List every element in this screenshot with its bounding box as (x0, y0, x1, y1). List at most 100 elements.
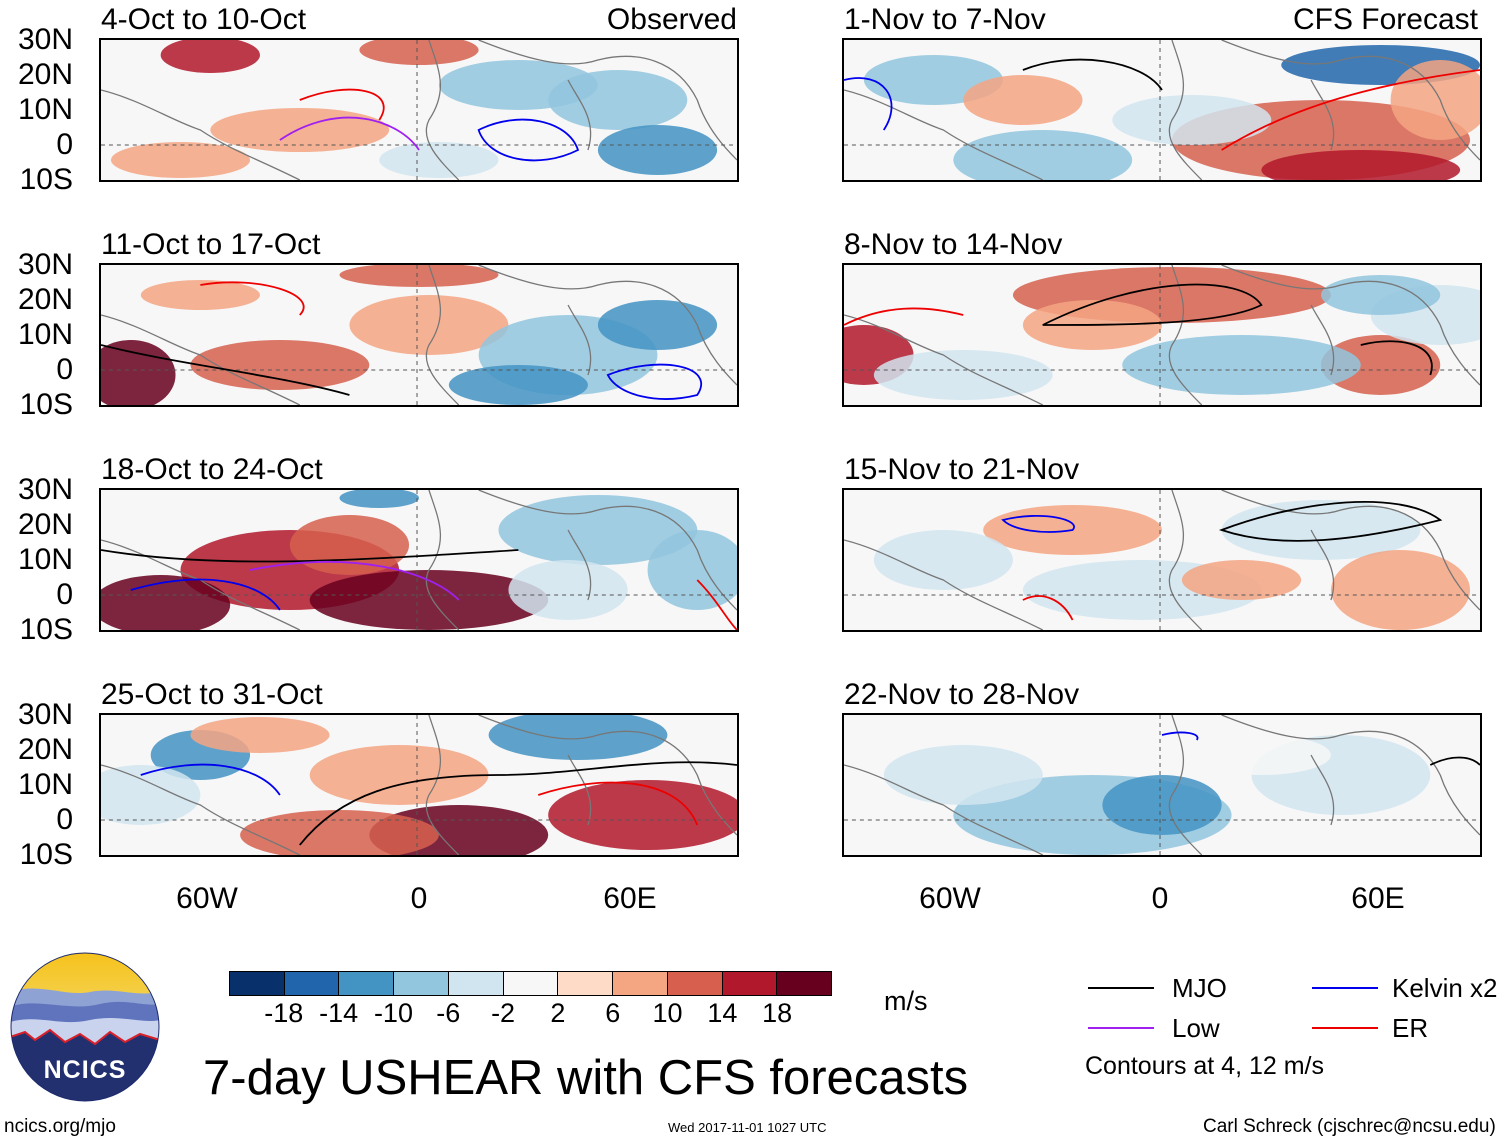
shear-shading-obs-0-6 (110, 142, 251, 178)
shear-shading-fc-1-7 (1321, 275, 1441, 315)
legend-line-er (1312, 1027, 1378, 1029)
coastline-fc-0-0 (844, 89, 1044, 180)
colorbar-swatch-9 (721, 972, 777, 995)
shear-shading-fc-0-3 (1261, 150, 1461, 180)
colorbar-label-4: -2 (491, 998, 516, 1028)
wave-contour-fc-1-1 (1360, 340, 1433, 376)
coastline-fc-2-1 (1168, 490, 1203, 630)
footer-url: ncics.org/mjo (4, 1116, 116, 1137)
lat-label-row4-4: 10S (19, 838, 73, 871)
colorbar-label-9: 18 (762, 998, 793, 1028)
coastline-fc-0-1 (1168, 40, 1203, 180)
shear-shading-obs-0-3 (548, 70, 688, 130)
lat-label-row3-2: 10N (17, 543, 73, 576)
legend-contour-note: Contours at 4, 12 m/s (1085, 1052, 1325, 1080)
legend-label-kelvin: Kelvin x2 (1392, 973, 1498, 1003)
shear-shading-obs-1-7 (339, 265, 499, 287)
map-panel-obs-2 (99, 488, 739, 632)
legend-label-low: Low (1172, 1013, 1220, 1043)
panel-tag-observed: Observed (606, 3, 737, 36)
wave-contour-fc-1-2 (844, 307, 964, 326)
footer-timestamp: Wed 2017-11-01 1027 UTC (668, 1120, 827, 1135)
colorbar-swatch-2 (338, 972, 394, 995)
lat-label-row2-2: 10N (17, 318, 73, 351)
coastline-obs-3-3 (567, 754, 592, 826)
colorbar-swatch-8 (666, 972, 722, 995)
panel-title-obs-1: 4-Oct to 10-Oct (101, 3, 307, 36)
map-panel-obs-1 (99, 263, 739, 407)
shear-shading-obs-1-5 (448, 365, 588, 405)
shear-shading-obs-1-2 (349, 295, 509, 355)
map-panel-fc-0 (842, 38, 1482, 182)
lat-label-row3-0: 30N (17, 473, 73, 506)
lat-label-row4-3: 0 (56, 803, 73, 836)
panel-tag-cfs-forecast: CFS Forecast (1292, 3, 1478, 36)
lon-label-60e-fc: 60E (1351, 882, 1405, 915)
colorbar (229, 971, 832, 996)
wave-contour-obs-2-1 (249, 561, 460, 601)
legend-label-er: ER (1392, 1013, 1429, 1043)
lon-label-60e-obs: 60E (603, 882, 657, 915)
colorbar-swatch-4 (447, 972, 503, 995)
shear-shading-obs-0-5 (210, 108, 390, 152)
colorbar-unit: m/s (884, 986, 928, 1016)
shear-shading-obs-3-7 (190, 717, 330, 753)
shear-shading-obs-0-4 (597, 125, 718, 175)
map-panel-fc-2 (842, 488, 1482, 632)
lon-label-0-fc: 0 (1151, 882, 1169, 915)
coastline-obs-2-1 (425, 490, 460, 630)
coastline-obs-3-1 (425, 715, 460, 855)
wave-contour-obs-2-0 (101, 549, 519, 563)
colorbar-swatch-6 (557, 972, 613, 995)
wave-contour-fc-3-1 (1161, 731, 1199, 741)
lat-label-row1-3: 0 (56, 128, 73, 161)
legend-line-mjo (1088, 987, 1154, 989)
coastline-fc-3-1 (1168, 715, 1203, 855)
panel-title-fc-3: 15-Nov to 21-Nov (844, 453, 1080, 486)
lat-label-row1-2: 10N (17, 93, 73, 126)
wave-contour-obs-0-0 (477, 118, 580, 162)
shear-shading-fc-1-6 (873, 350, 1053, 400)
shear-shading-fc-2-4 (873, 530, 1013, 590)
coastline-fc-1-0 (844, 314, 1044, 405)
colorbar-label-5: 2 (550, 998, 566, 1028)
colorbar-label-7: 10 (652, 998, 683, 1028)
lat-label-row1-4: 10S (19, 163, 73, 196)
lat-label-row4-2: 10N (17, 768, 73, 801)
shear-shading-fc-0-5 (963, 75, 1083, 125)
coastline-fc-0-3 (1310, 79, 1335, 151)
lat-label-row1-0: 30N (17, 23, 73, 56)
shear-shading-obs-0-7 (379, 142, 499, 178)
ncics-logo: NCICS (10, 952, 160, 1102)
panel-title-fc-2: 8-Nov to 14-Nov (844, 228, 1063, 261)
shear-shading-obs-2-4 (498, 495, 698, 565)
colorbar-label-2: -10 (373, 998, 413, 1028)
panel-title-obs-4: 25-Oct to 31-Oct (101, 678, 323, 711)
shear-shading-obs-3-6 (309, 745, 489, 805)
shear-shading-obs-3-1 (548, 780, 737, 850)
lat-label-row2-0: 30N (17, 248, 73, 281)
coastline-fc-2-0 (844, 539, 1044, 630)
shear-shading-obs-1-1 (190, 340, 370, 390)
shear-shading-fc-1-4 (1122, 335, 1361, 395)
panel-title-obs-3: 18-Oct to 24-Oct (101, 453, 323, 486)
legend-line-kelvin (1312, 987, 1378, 989)
wave-contour-obs-1-0 (101, 344, 350, 396)
wave-contour-obs-3-1 (537, 781, 699, 826)
coastline-obs-0-0 (101, 89, 301, 180)
lat-label-row4-0: 30N (17, 698, 73, 731)
shear-shading-fc-0-1 (953, 130, 1133, 180)
coastline-fc-0-2 (1221, 40, 1480, 161)
colorbar-swatch-0 (230, 972, 284, 995)
coastline-obs-3-0 (101, 764, 301, 855)
coastline-obs-1-2 (478, 265, 737, 386)
panel-title-fc-1: 1-Nov to 7-Nov (844, 3, 1046, 36)
lat-label-row4-1: 20N (17, 733, 73, 766)
lon-label-60w-obs: 60W (176, 882, 238, 915)
shear-shading-obs-3-2 (488, 715, 668, 760)
map-panel-fc-1 (842, 263, 1482, 407)
coastline-obs-2-3 (567, 529, 592, 601)
colorbar-swatch-5 (502, 972, 558, 995)
map-panel-fc-3 (842, 713, 1482, 857)
coastline-obs-1-1 (425, 265, 460, 405)
